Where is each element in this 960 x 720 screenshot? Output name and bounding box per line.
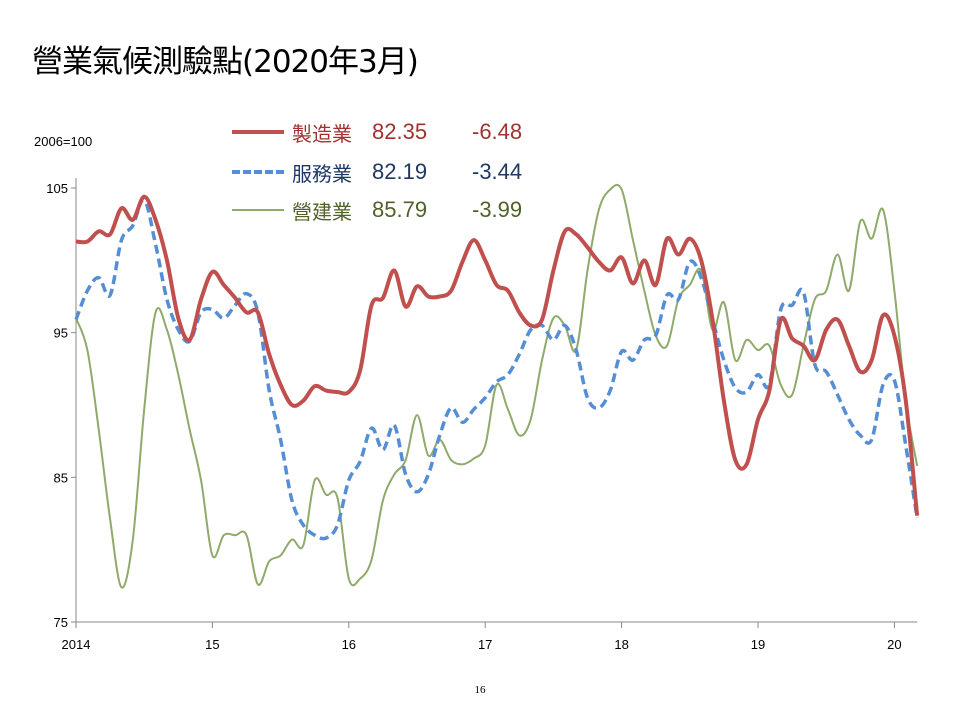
- legend-name: 服務業: [292, 161, 352, 186]
- page-number: 16: [474, 684, 486, 696]
- x-tick-label: 15: [205, 637, 219, 652]
- legend-item-manufacturing: 製造業 82.35 -6.48: [232, 117, 522, 147]
- y-tick-label: 95: [54, 326, 68, 341]
- x-tick-label: 17: [478, 637, 492, 652]
- legend-swatch-construction: [232, 209, 284, 211]
- legend-name: 製造業: [292, 121, 352, 146]
- legend-item-services: 服務業 82.19 -3.44: [232, 157, 522, 187]
- legend-change-value: -3.44: [472, 159, 523, 184]
- x-tick-label: 2014: [62, 637, 91, 652]
- x-tick-label: 16: [342, 637, 356, 652]
- y-tick-label: 105: [46, 181, 68, 196]
- legend-latest-value: 82.35: [372, 119, 428, 144]
- legend-change-value: -3.99: [472, 197, 523, 222]
- legend-latest-value: 82.19: [372, 159, 428, 184]
- legend-item-construction: 營建業 85.79 -3.99: [232, 195, 522, 225]
- legend-swatch-services: [232, 170, 284, 174]
- legend-latest-value: 85.79: [372, 197, 428, 222]
- legend-swatch-manufacturing: [232, 130, 284, 134]
- legend-name: 營建業: [292, 199, 352, 224]
- x-tick-label: 19: [751, 637, 765, 652]
- y-tick-label: 75: [54, 615, 68, 630]
- legend-change-value: -6.48: [472, 119, 523, 144]
- x-tick-label: 20: [887, 637, 901, 652]
- series-line-manufacturing: [75, 194, 920, 516]
- x-tick-label: 18: [614, 637, 628, 652]
- base-year-label: 2006=100: [34, 134, 93, 149]
- y-tick-label: 85: [54, 470, 68, 485]
- series-line-construction: [75, 183, 919, 589]
- page-title: 營業氣候測驗點(2020年3月): [32, 44, 419, 80]
- series-line-services: [74, 197, 919, 541]
